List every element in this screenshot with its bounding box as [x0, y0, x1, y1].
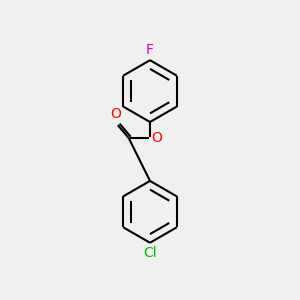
- Text: O: O: [151, 131, 162, 145]
- Text: Cl: Cl: [143, 246, 157, 260]
- Text: F: F: [146, 43, 154, 57]
- Text: O: O: [110, 107, 121, 121]
